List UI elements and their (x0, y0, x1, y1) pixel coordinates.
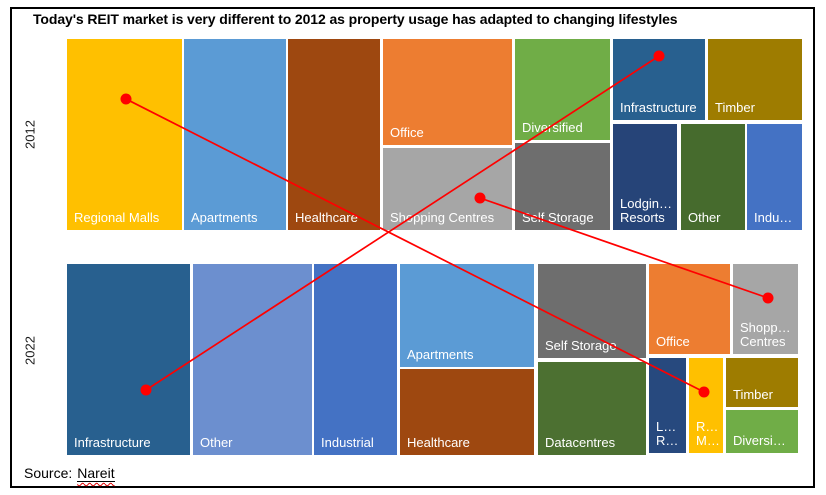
treemap-block-datacentres: Datacentres (538, 362, 646, 455)
source-note: Source: Nareit (24, 465, 115, 482)
treemap-block-apartments: Apartments (400, 264, 534, 367)
treemap-block-shopp-centres: Shopp… Centres (733, 264, 798, 354)
treemap-block-infrastructure: Infrastructure (67, 264, 190, 455)
treemap-block-l-r: L… R… (649, 358, 686, 453)
treemap-block-timber: Timber (708, 39, 802, 120)
treemap-block-label: Industrial (321, 436, 374, 451)
treemap-block-label: Shopp… Centres (740, 320, 791, 350)
treemap-block-diversi: Diversi… (726, 410, 798, 453)
source-name: Nareit (77, 465, 115, 482)
treemap-block-label: Office (656, 335, 690, 350)
treemap-block-label: Timber (733, 388, 773, 403)
treemap-block-label: Self Storage (545, 339, 617, 354)
chart-title: Today's REIT market is very different to… (33, 11, 678, 27)
treemap-block-label: Apartments (407, 348, 474, 363)
treemap-block-label: Timber (715, 101, 755, 116)
source-prefix: Source: (24, 465, 73, 481)
treemap-block-label: Infrastructure (74, 436, 151, 451)
treemap-block-other: Other (193, 264, 312, 455)
treemap-block-timber: Timber (726, 358, 798, 407)
treemap-block-label: Datacentres (545, 436, 616, 451)
treemap-block-label: L… R… (656, 419, 679, 449)
treemap-block-label: R… M… (696, 419, 720, 449)
treemap-block-office: Office (649, 264, 730, 354)
treemap-block-healthcare: Healthcare (400, 369, 534, 455)
treemap-block-label: Healthcare (407, 436, 470, 451)
treemap-block-r-m: R… M… (689, 358, 723, 453)
treemap-block-industrial: Industrial (314, 264, 397, 455)
chart-frame (10, 7, 815, 488)
treemap-block-label: Other (200, 436, 233, 451)
treemap-block-label: Diversi… (733, 434, 786, 449)
treemap-block-self-storage: Self Storage (538, 264, 646, 358)
